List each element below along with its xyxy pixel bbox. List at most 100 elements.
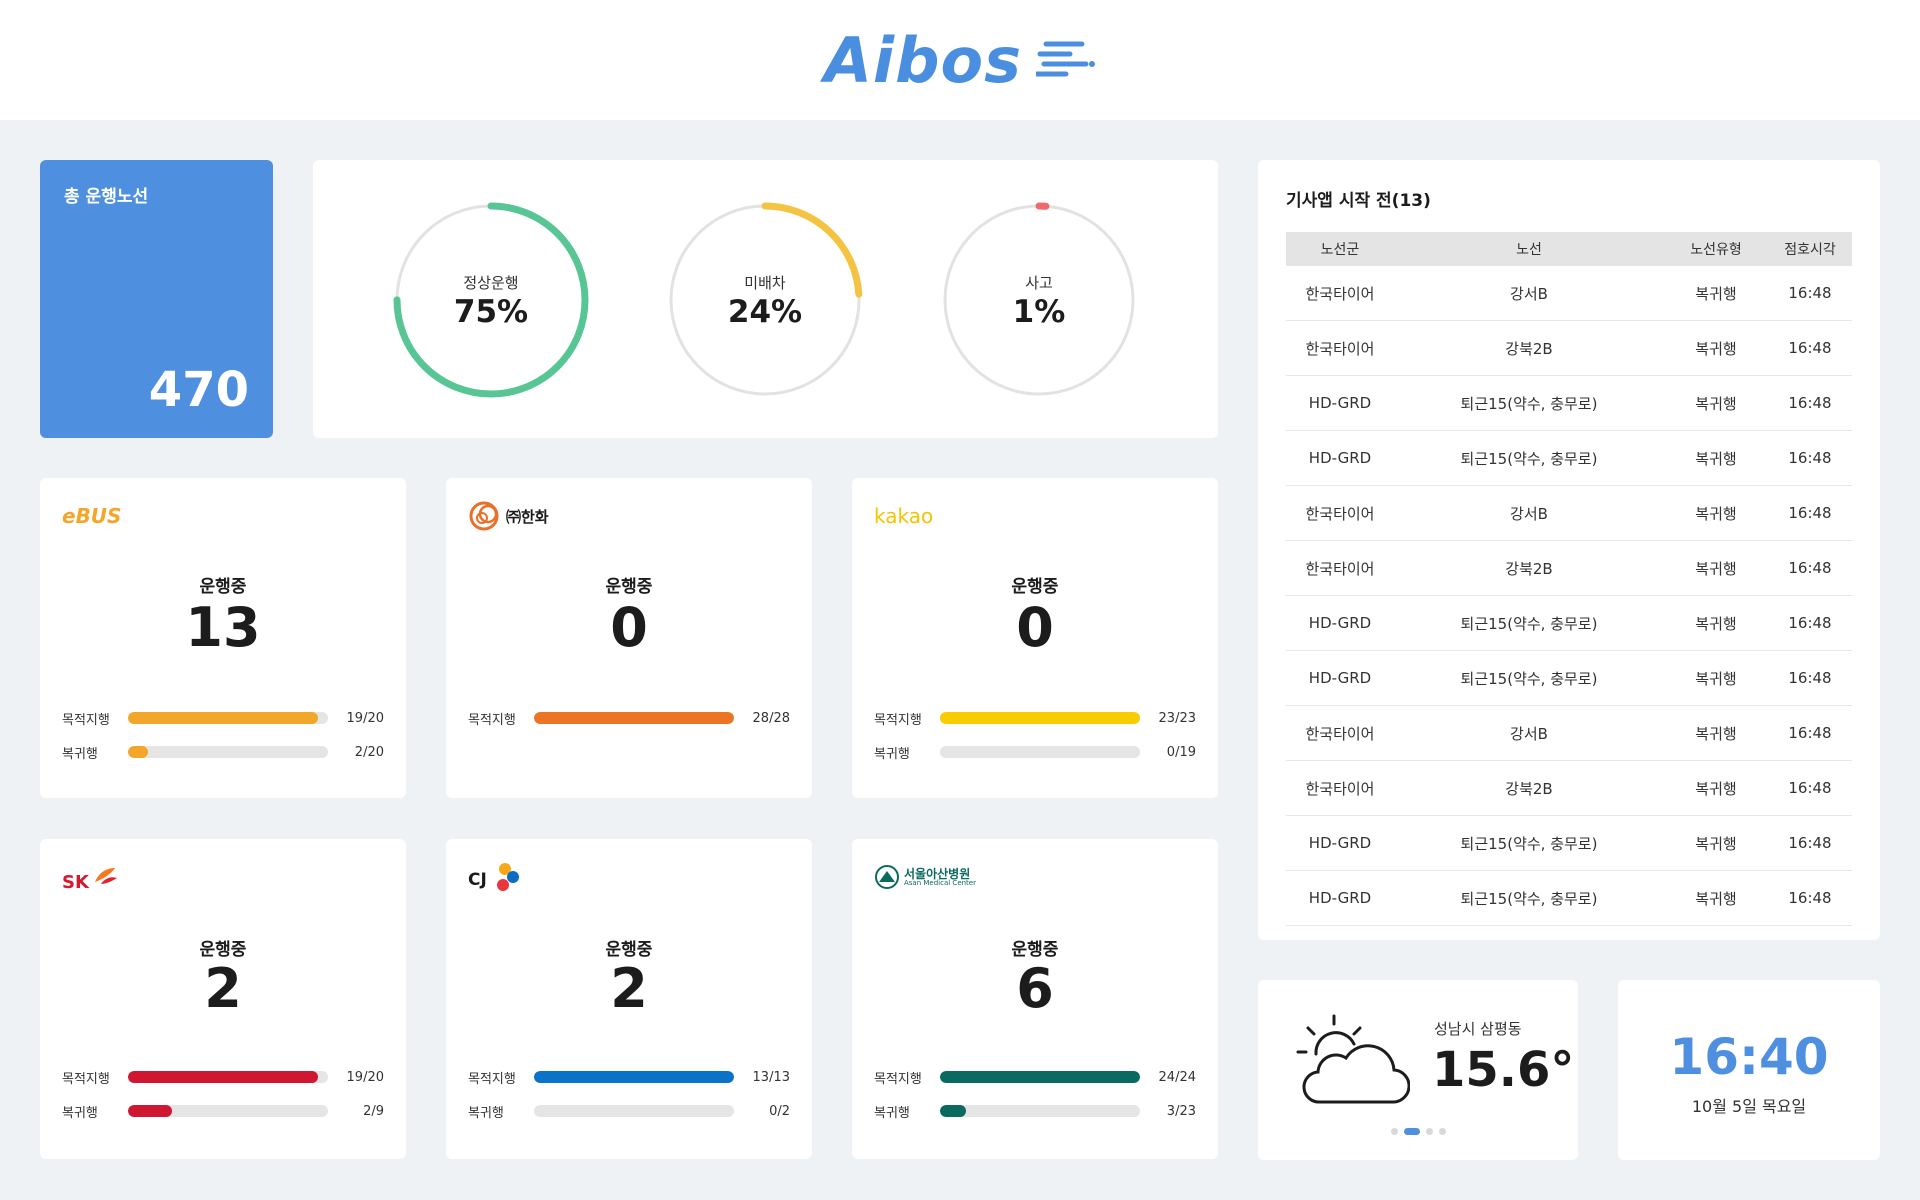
return-progress-fill — [128, 1105, 172, 1117]
table-row[interactable]: HD-GRD 퇴근15(약수, 충무로) 복귀행 16:48 — [1286, 871, 1852, 926]
cell-route-group: HD-GRD — [1308, 394, 1372, 412]
table-row[interactable]: 한국타이어 강북2B 복귀행 16:48 — [1286, 321, 1852, 376]
column-header-rollcall-time[interactable]: 점호시각 — [1784, 242, 1836, 258]
operating-label: 운행중 — [199, 940, 247, 960]
cell-rollcall-time: 16:48 — [1788, 614, 1832, 632]
donut-unassigned-value: 24% — [727, 294, 803, 330]
table-row[interactable]: HD-GRD 퇴근15(약수, 충무로) 복귀행 16:48 — [1286, 596, 1852, 651]
table-row[interactable]: HD-GRD 퇴근15(약수, 충무로) 복귀행 16:48 — [1286, 651, 1852, 706]
destination-progress — [534, 712, 734, 724]
company-card-ebus[interactable]: eBUS 운행중 13 목적지행 19/20 복귀행 2/20 — [40, 478, 406, 798]
column-header-route-type[interactable]: 노선유형 — [1690, 242, 1742, 258]
total-routes-card[interactable]: 총 운행노선 470 — [40, 160, 273, 438]
company-card-asan[interactable]: 서울아산병원 Asan Medical Center 운행중 6 목적지행 24… — [852, 839, 1218, 1159]
cell-route-type: 복귀행 — [1695, 449, 1737, 468]
table-title: 기사앱 시작 전(13) — [1286, 191, 1431, 211]
cell-route: 퇴근15(약수, 충무로) — [1460, 394, 1598, 413]
destination-label: 목적지행 — [62, 1071, 110, 1087]
donut-arc — [941, 202, 1137, 398]
table-body: 한국타이어 강서B 복귀행 16:48 한국타이어 강북2B 복귀행 16:48 HD-GRD 퇴… — [1286, 266, 1852, 926]
table-row[interactable]: 한국타이어 강서B 복귀행 16:48 — [1286, 266, 1852, 321]
sk-logo-text: SK — [62, 871, 89, 893]
cell-route-group: HD-GRD — [1308, 449, 1372, 467]
cell-rollcall-time: 16:48 — [1788, 724, 1832, 742]
donut-accident[interactable]: 사고 1% — [939, 200, 1139, 400]
return-label: 복귀행 — [62, 746, 98, 762]
company-card-sk[interactable]: SK 운행중 2 목적지행 19/20 복귀행 2/9 — [40, 839, 406, 1159]
operating-count: 13 — [185, 596, 261, 659]
driver-app-pending-card: 기사앱 시작 전(13) 노선군 노선 노선유형 점호시각 한국타이어 강서B 복귀… — [1258, 160, 1880, 940]
destination-bar: 목적지행 19/20 — [62, 708, 384, 728]
asan-logo: 서울아산병원 Asan Medical Center — [874, 861, 976, 893]
pagination-dot[interactable] — [1390, 1128, 1398, 1135]
donut-accident-label: 사고 — [1025, 274, 1053, 292]
destination-progress-fill — [128, 712, 318, 724]
sk-butterfly-icon — [94, 868, 117, 884]
cell-route-type: 복귀행 — [1695, 394, 1737, 413]
destination-bar: 목적지행 24/24 — [874, 1067, 1196, 1087]
asan-logo-subtext: Asan Medical Center — [904, 878, 976, 887]
logo-text: Aibos — [823, 23, 1023, 97]
partly-cloudy-icon — [1296, 1014, 1410, 1104]
cell-route-group: 한국타이어 — [1305, 559, 1375, 578]
weather-card[interactable]: 성남시 삼평동 15.6° — [1258, 980, 1578, 1160]
cell-route-type: 복귀행 — [1695, 339, 1737, 358]
return-count: 0/2 — [769, 1103, 790, 1119]
cell-route-group: 한국타이어 — [1305, 504, 1375, 523]
ebus-logo: eBUS — [62, 500, 121, 532]
return-bar: 복귀행 0/2 — [468, 1101, 790, 1121]
company-card-cj[interactable]: CJ 운행중 2 목적지행 13/13 복귀행 0/2 — [446, 839, 812, 1159]
table-row[interactable]: 한국타이어 강서B 복귀행 16:48 — [1286, 486, 1852, 541]
operating-label: 운행중 — [1011, 940, 1059, 960]
cell-rollcall-time: 16:48 — [1788, 834, 1832, 852]
return-progress — [940, 746, 1140, 758]
return-bar: 복귀행 3/23 — [874, 1101, 1196, 1121]
return-count: 2/20 — [354, 744, 384, 760]
company-card-hanwha[interactable]: ㈜한화 운행중 0 목적지행 28/28 — [446, 478, 812, 798]
return-progress — [940, 1105, 1140, 1117]
destination-count: 19/20 — [346, 710, 384, 726]
cj-logo-text: CJ — [468, 870, 487, 890]
speed-lines-icon — [1036, 41, 1096, 77]
return-bar: 복귀행 0/19 — [874, 742, 1196, 762]
cell-route-type: 복귀행 — [1695, 834, 1737, 853]
table-row[interactable]: HD-GRD 퇴근15(약수, 충무로) 복귀행 16:48 — [1286, 431, 1852, 486]
destination-progress — [534, 1071, 734, 1083]
header: Aibos — [0, 0, 1920, 120]
table-row[interactable]: HD-GRD 퇴근15(약수, 충무로) 복귀행 16:48 — [1286, 376, 1852, 431]
total-routes-value: 470 — [148, 362, 249, 418]
column-header-route-group[interactable]: 노선군 — [1320, 242, 1360, 258]
cell-rollcall-time: 16:48 — [1788, 504, 1832, 522]
asan-logo-text: 서울아산병원 — [904, 866, 971, 881]
table-row[interactable]: 한국타이어 강북2B 복귀행 16:48 — [1286, 761, 1852, 816]
cell-route: 강서B — [1510, 284, 1548, 303]
pagination-dot[interactable] — [1425, 1128, 1433, 1135]
table-row[interactable]: HD-GRD 퇴근15(약수, 충무로) 복귀행 16:48 — [1286, 816, 1852, 871]
operating-label: 운행중 — [1011, 577, 1059, 597]
clock-card: 16:40 10월 5일 목요일 — [1618, 980, 1880, 1160]
return-progress-fill — [128, 746, 148, 758]
cell-route: 강서B — [1510, 724, 1548, 743]
cell-route-type: 복귀행 — [1695, 284, 1737, 303]
donut-normal[interactable]: 정상운행 75% — [391, 200, 591, 400]
destination-label: 목적지행 — [468, 712, 516, 728]
cell-route-group: 한국타이어 — [1305, 284, 1375, 303]
column-header-route[interactable]: 노선 — [1516, 242, 1542, 258]
destination-progress — [128, 1071, 328, 1083]
cell-rollcall-time: 16:48 — [1788, 449, 1832, 467]
return-label: 복귀행 — [874, 746, 910, 762]
pagination-dot[interactable] — [1403, 1128, 1420, 1135]
destination-label: 목적지행 — [62, 712, 110, 728]
cell-route-type: 복귀행 — [1695, 669, 1737, 688]
table-row[interactable]: 한국타이어 강북2B 복귀행 16:48 — [1286, 541, 1852, 596]
cell-route-type: 복귀행 — [1695, 559, 1737, 578]
cell-route-group: HD-GRD — [1308, 669, 1372, 687]
cell-rollcall-time: 16:48 — [1788, 779, 1832, 797]
company-card-kakao[interactable]: kakao 운행중 0 목적지행 23/23 복귀행 0/19 — [852, 478, 1218, 798]
cell-route: 퇴근15(약수, 충무로) — [1460, 834, 1598, 853]
donut-unassigned[interactable]: 미배차 24% — [665, 200, 865, 400]
table-row[interactable]: 한국타이어 강서B 복귀행 16:48 — [1286, 706, 1852, 761]
app-logo[interactable]: Aibos — [824, 24, 1096, 97]
pagination-dot[interactable] — [1438, 1128, 1446, 1135]
cell-route-type: 복귀행 — [1695, 779, 1737, 798]
